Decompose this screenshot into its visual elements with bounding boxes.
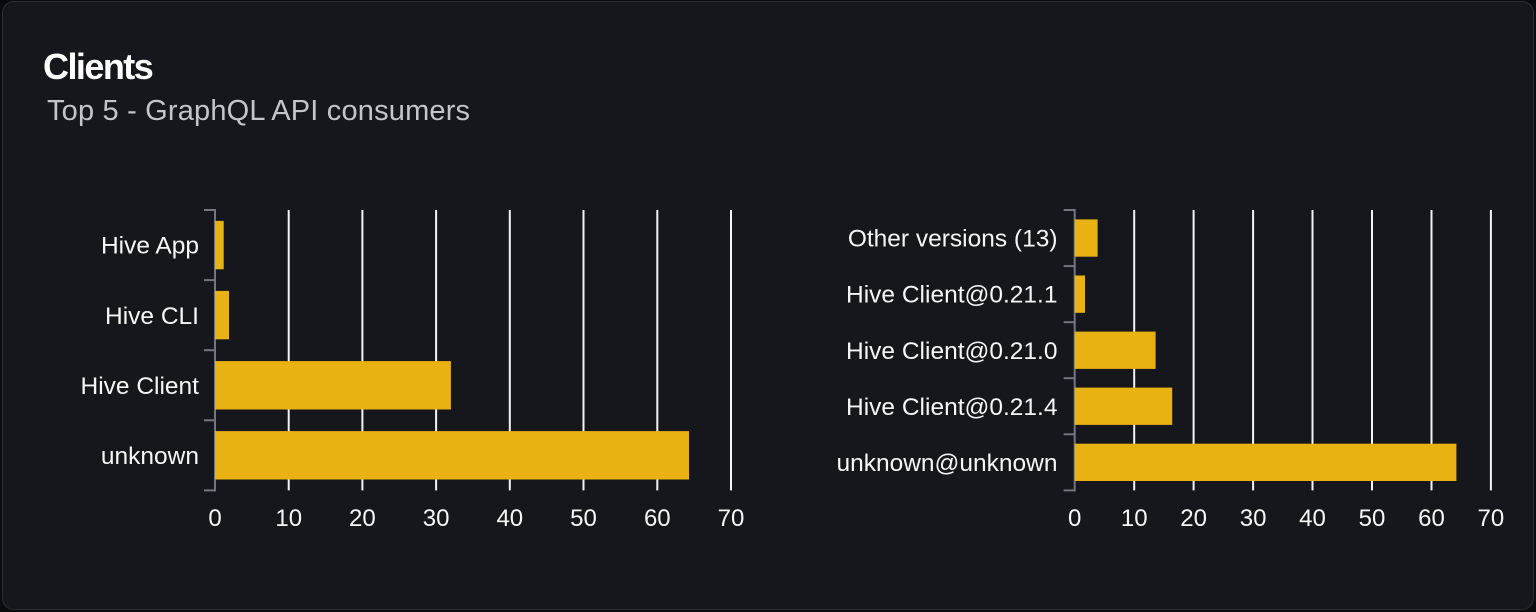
svg-text:60: 60: [644, 505, 671, 532]
svg-text:10: 10: [1121, 505, 1148, 532]
svg-text:50: 50: [570, 505, 597, 532]
svg-text:Hive App: Hive App: [101, 233, 199, 260]
svg-text:60: 60: [1418, 505, 1445, 532]
svg-text:40: 40: [496, 505, 523, 532]
svg-text:unknown: unknown: [101, 443, 199, 470]
svg-text:Other versions (13): Other versions (13): [848, 226, 1058, 253]
svg-text:unknown@unknown: unknown@unknown: [836, 450, 1057, 477]
svg-text:20: 20: [1180, 505, 1207, 532]
svg-text:30: 30: [1240, 505, 1267, 532]
svg-text:70: 70: [1478, 505, 1505, 532]
svg-text:10: 10: [275, 505, 302, 532]
svg-text:Hive Client@0.21.4: Hive Client@0.21.4: [846, 394, 1057, 421]
svg-text:70: 70: [718, 505, 745, 532]
svg-text:0: 0: [208, 505, 221, 532]
svg-text:Hive Client: Hive Client: [81, 373, 200, 400]
svg-text:Hive CLI: Hive CLI: [105, 303, 199, 330]
svg-text:20: 20: [349, 505, 376, 532]
svg-text:40: 40: [1299, 505, 1326, 532]
svg-text:Hive Client@0.21.1: Hive Client@0.21.1: [846, 282, 1057, 309]
svg-text:50: 50: [1359, 505, 1386, 532]
svg-text:Hive Client@0.21.0: Hive Client@0.21.0: [846, 338, 1057, 365]
svg-text:0: 0: [1068, 505, 1081, 532]
svg-text:30: 30: [423, 505, 450, 532]
